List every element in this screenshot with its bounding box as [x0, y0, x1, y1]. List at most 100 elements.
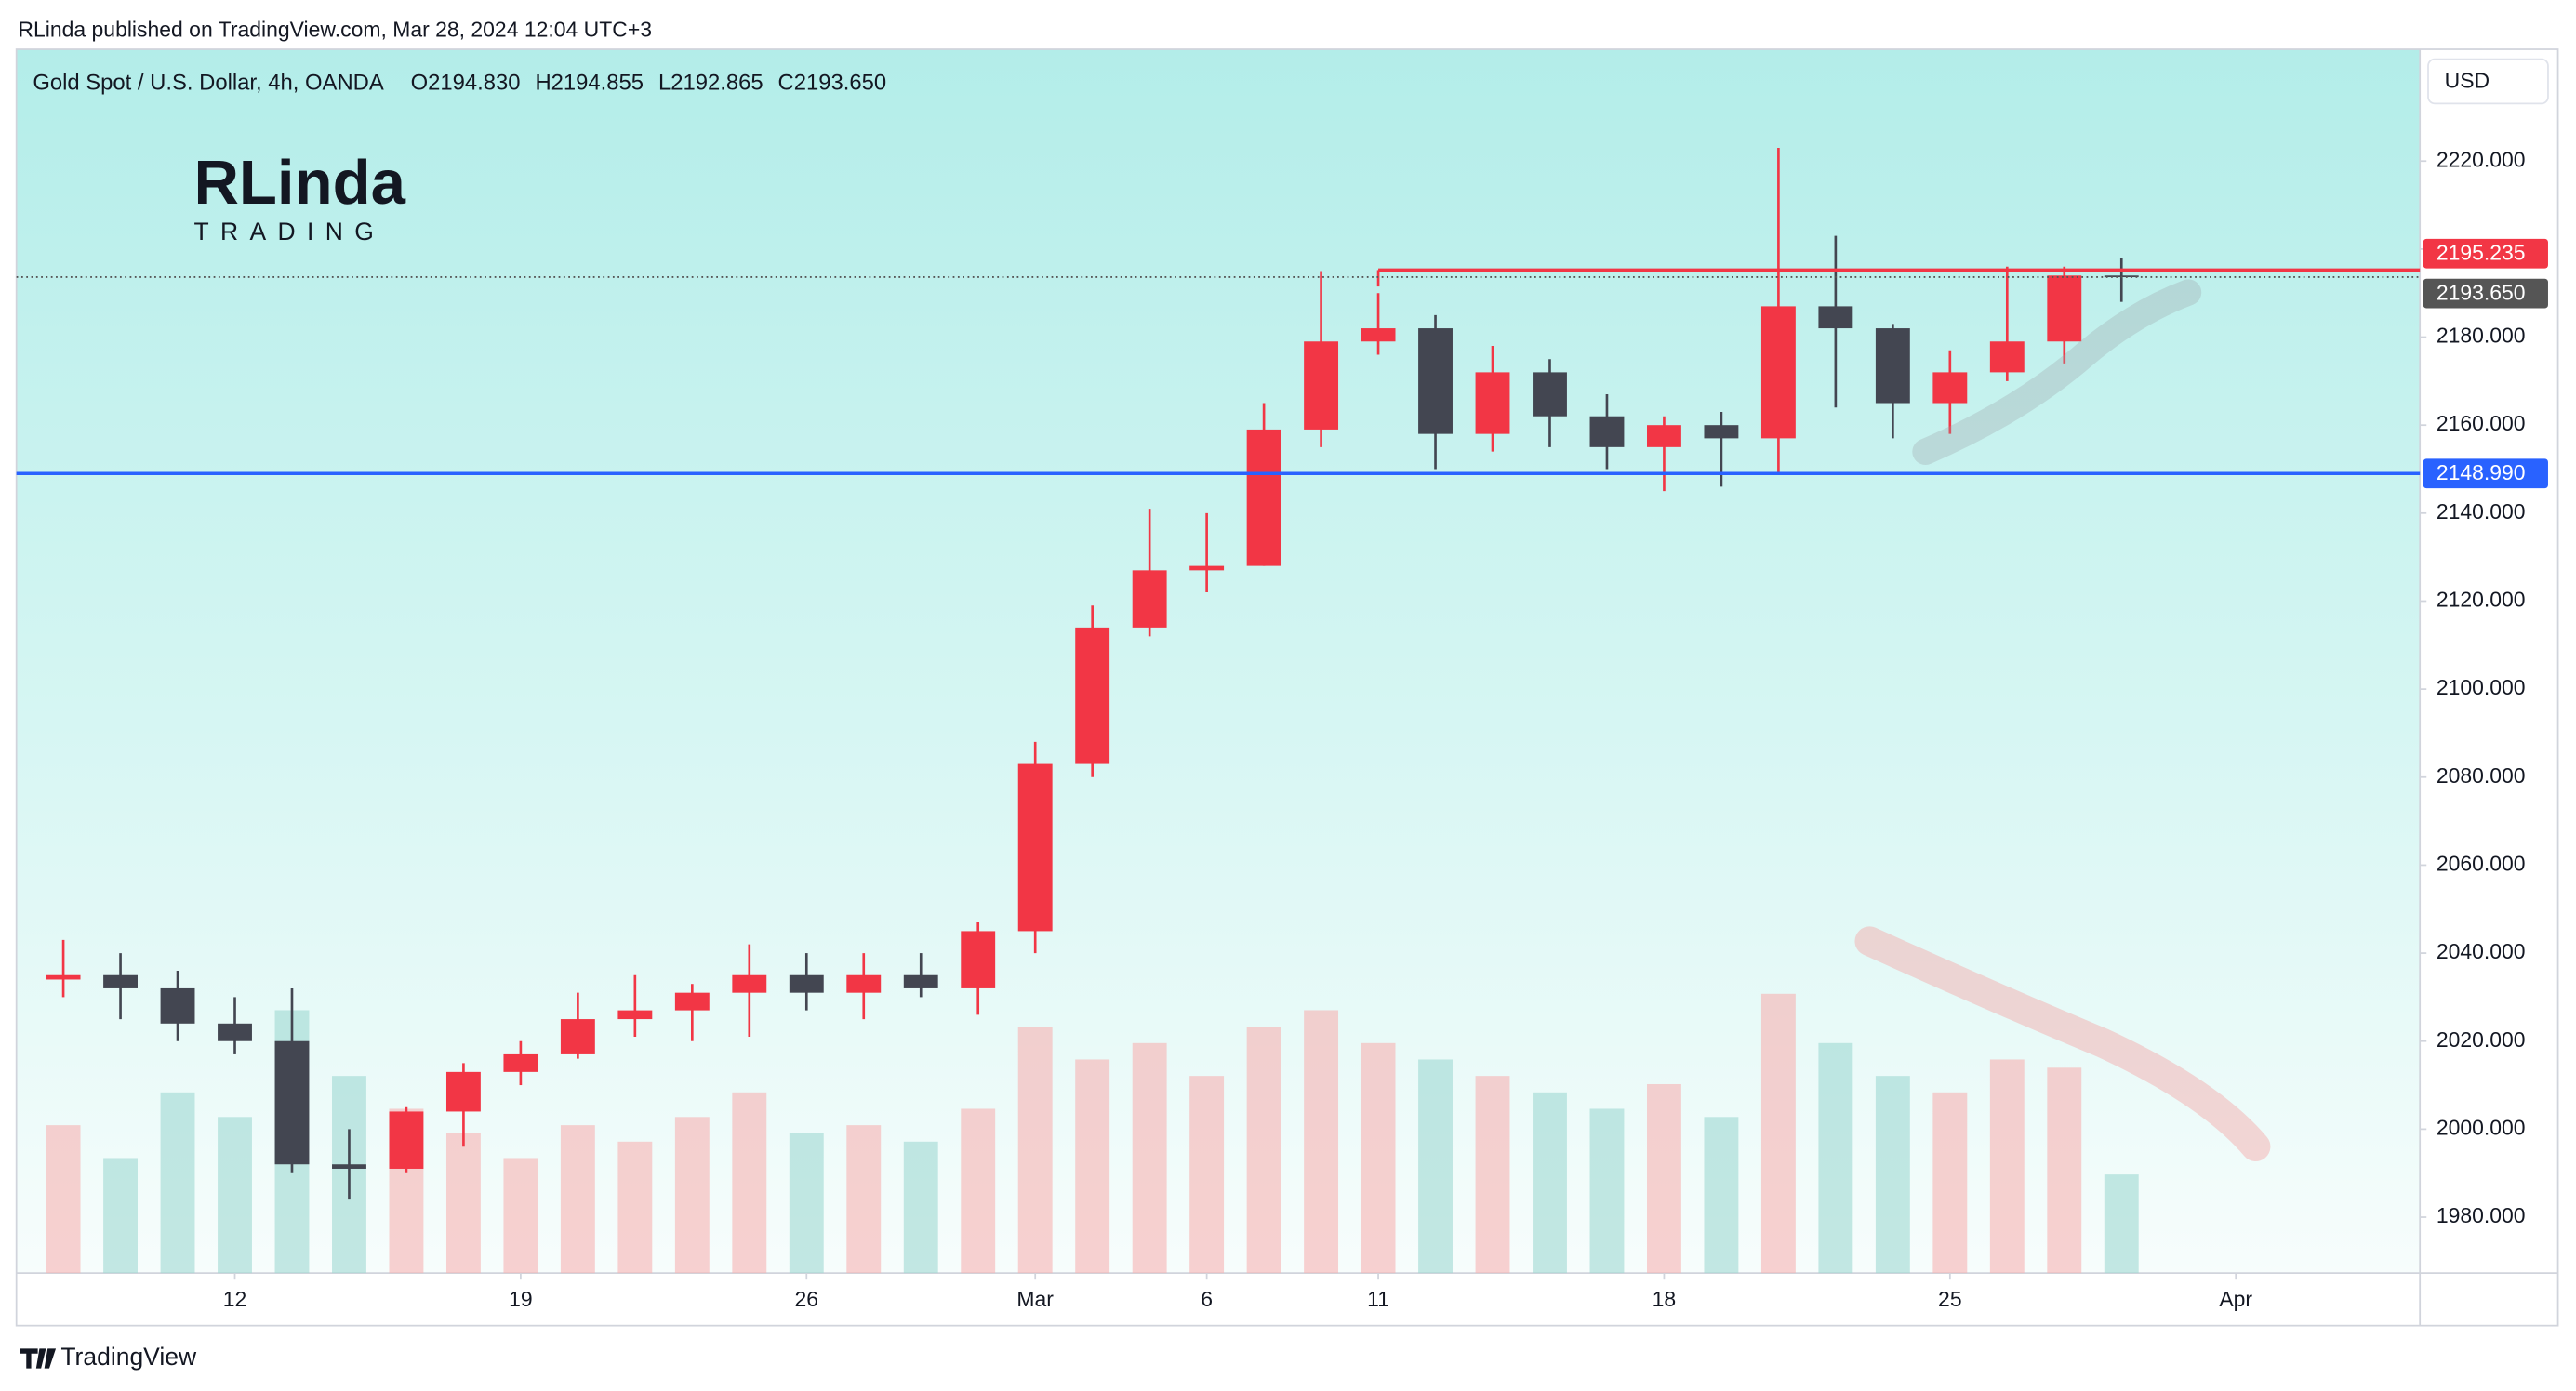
- currency[interactable]: USD: [2445, 68, 2490, 92]
- volume-bar: [560, 1125, 595, 1274]
- candle-body: [1818, 306, 1853, 329]
- price-label: 2195.235: [2437, 241, 2526, 265]
- volume-bar: [1017, 1027, 1053, 1274]
- candle-body: [1246, 429, 1281, 566]
- volume-bar: [445, 1133, 481, 1274]
- candle-body: [846, 974, 882, 993]
- volume-bar: [903, 1141, 938, 1274]
- x-tick-label: 26: [795, 1287, 819, 1311]
- volume-bar: [1989, 1059, 2025, 1274]
- volume-bar: [103, 1158, 138, 1274]
- volume-bar: [1304, 1010, 1339, 1274]
- frame: [15, 48, 2559, 1327]
- candle-body: [503, 1053, 538, 1072]
- candle-body: [332, 1164, 366, 1169]
- volume-bar: [961, 1108, 996, 1274]
- candle-body: [1760, 306, 1796, 439]
- logo-tagline: TRADING: [193, 218, 385, 245]
- y-tick-label: 2040.000: [2437, 939, 2526, 963]
- volume-bar: [617, 1141, 653, 1274]
- x-tick-label: 6: [1201, 1287, 1213, 1311]
- volume-bar: [846, 1125, 882, 1274]
- highlight-stroke: [1912, 279, 2202, 465]
- volume-bar: [1589, 1108, 1625, 1274]
- y-tick-label: 2060.000: [2437, 851, 2526, 875]
- volume-bar: [1475, 1076, 1510, 1274]
- candle-body: [1932, 372, 1968, 404]
- volume-bar: [46, 1125, 81, 1274]
- candle-body: [1017, 763, 1053, 932]
- volume-bar: [2047, 1067, 2082, 1274]
- candle-body: [46, 974, 81, 980]
- y-tick-label: 2080.000: [2437, 763, 2526, 788]
- candle-body: [1589, 416, 1625, 447]
- candle-body: [617, 1010, 653, 1020]
- volume-bar: [218, 1117, 252, 1274]
- volume-bar: [1647, 1083, 1681, 1274]
- candle-body: [1132, 570, 1167, 628]
- volume-bar: [1132, 1042, 1167, 1274]
- x-tick-label: 18: [1653, 1287, 1677, 1311]
- candle-body: [389, 1111, 424, 1169]
- volume-bar: [1246, 1027, 1281, 1274]
- candle-layer: [46, 148, 2139, 1200]
- volume-bar: [1875, 1076, 1910, 1274]
- y-tick-label: 2140.000: [2437, 499, 2526, 523]
- highlight-stroke: [1854, 926, 2271, 1162]
- x-tick-label: 19: [509, 1287, 533, 1311]
- currency-box[interactable]: [2427, 58, 2549, 105]
- x-tick-label: Apr: [2219, 1287, 2252, 1311]
- ohlc-value: O2194.830: [411, 70, 521, 95]
- candle-body: [445, 1071, 481, 1112]
- candle-body: [903, 974, 938, 988]
- volume-bar: [160, 1092, 195, 1274]
- candle-body: [218, 1023, 252, 1041]
- volume-bar: [1075, 1059, 1110, 1274]
- volume-bar: [1533, 1092, 1567, 1274]
- candle-body: [1304, 341, 1339, 430]
- y-tick-label: 2020.000: [2437, 1027, 2526, 1052]
- ohlc-value: H2194.855: [535, 70, 644, 95]
- candle-body: [1361, 328, 1396, 342]
- candle-body: [1875, 328, 1910, 404]
- candle-body: [160, 987, 195, 1024]
- candle-body: [1075, 627, 1110, 764]
- candle-body: [1704, 425, 1739, 439]
- candle-body: [1189, 565, 1225, 571]
- price-label-box: [2423, 458, 2548, 489]
- y-tick-label: 2180.000: [2437, 324, 2526, 348]
- candle-body: [961, 931, 996, 988]
- volume-bar: [503, 1158, 538, 1274]
- ohlc-value: L2192.865: [658, 70, 764, 95]
- price-label-box: [2423, 278, 2548, 309]
- ohlc-value: C2193.650: [777, 70, 886, 95]
- y-tick-label: 2120.000: [2437, 588, 2526, 612]
- symbol: Gold Spot / U.S. Dollar, 4h, OANDA: [33, 70, 384, 95]
- x-tick-label: 11: [1367, 1287, 1389, 1311]
- y-tick-label: 2100.000: [2437, 675, 2526, 699]
- price-label: 2193.650: [2437, 281, 2526, 305]
- candle-body: [1647, 425, 1681, 447]
- candle-body: [1989, 341, 2025, 373]
- x-tick-label: Mar: [1016, 1287, 1054, 1311]
- volume-bar: [1704, 1117, 1739, 1274]
- candle-body: [560, 1019, 595, 1054]
- y-tick-label: 2220.000: [2437, 147, 2526, 171]
- candle-body: [1475, 372, 1510, 434]
- ohlc-legend: O2194.830 H2194.855 L2192.865 C2193.650: [411, 70, 886, 95]
- volume-bar: [1932, 1092, 1968, 1274]
- candle-body: [1418, 328, 1453, 434]
- volume-bar: [1818, 1042, 1853, 1274]
- candle-body: [103, 974, 138, 988]
- volume-bar: [732, 1092, 767, 1274]
- candle-body: [1533, 372, 1567, 417]
- logo-name: RLinda: [193, 148, 405, 218]
- candle-body: [732, 974, 767, 993]
- price-label: 2148.990: [2437, 460, 2526, 484]
- footer: TradingView: [60, 1343, 197, 1371]
- x-tick-label: 25: [1938, 1287, 1962, 1311]
- candle-body: [274, 1040, 310, 1165]
- candle-body: [674, 992, 710, 1011]
